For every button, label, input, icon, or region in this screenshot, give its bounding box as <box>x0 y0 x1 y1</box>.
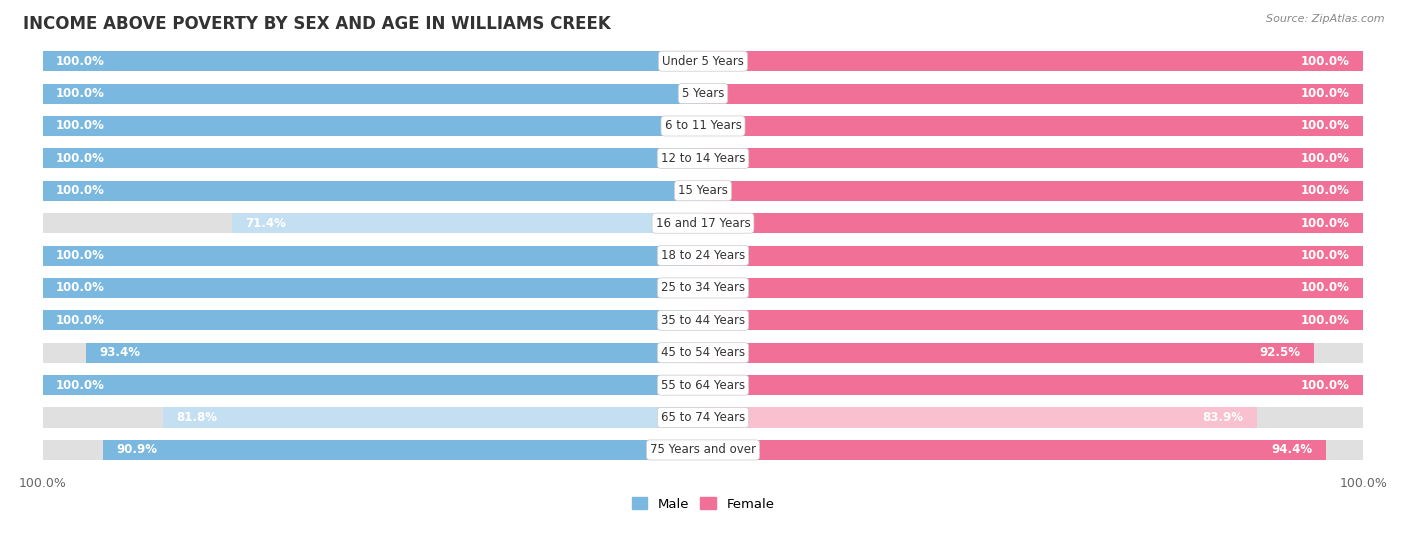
Bar <box>86 343 703 363</box>
Text: 100.0%: 100.0% <box>1301 281 1350 295</box>
Bar <box>703 245 1364 266</box>
Text: 71.4%: 71.4% <box>245 217 285 230</box>
Text: 45 to 54 Years: 45 to 54 Years <box>661 346 745 359</box>
Bar <box>703 213 1364 233</box>
Bar <box>42 181 703 201</box>
Text: 100.0%: 100.0% <box>1301 120 1350 132</box>
Text: 5 Years: 5 Years <box>682 87 724 100</box>
Text: 90.9%: 90.9% <box>117 443 157 457</box>
Bar <box>42 310 703 330</box>
Text: 100.0%: 100.0% <box>56 249 105 262</box>
Bar <box>703 278 1364 298</box>
Text: 100.0%: 100.0% <box>1301 184 1350 197</box>
Text: 100.0%: 100.0% <box>56 152 105 165</box>
Bar <box>703 181 1364 201</box>
Text: 18 to 24 Years: 18 to 24 Years <box>661 249 745 262</box>
Bar <box>703 148 1364 168</box>
Text: 93.4%: 93.4% <box>100 346 141 359</box>
Bar <box>703 83 1364 103</box>
Text: 75 Years and over: 75 Years and over <box>650 443 756 457</box>
Bar <box>703 181 1364 201</box>
Bar <box>42 116 703 136</box>
Bar <box>703 343 1313 363</box>
Bar <box>42 245 703 266</box>
Bar <box>703 408 1257 428</box>
Bar <box>42 51 703 71</box>
Text: 100.0%: 100.0% <box>1301 152 1350 165</box>
Text: 100.0%: 100.0% <box>56 87 105 100</box>
Bar <box>42 213 703 233</box>
Bar <box>42 278 703 298</box>
Bar <box>42 375 703 395</box>
Text: 100.0%: 100.0% <box>1301 378 1350 392</box>
Text: 6 to 11 Years: 6 to 11 Years <box>665 120 741 132</box>
Text: 100.0%: 100.0% <box>56 55 105 68</box>
Bar <box>703 245 1364 266</box>
Bar <box>703 310 1364 330</box>
Text: 100.0%: 100.0% <box>56 378 105 392</box>
Bar <box>42 440 703 460</box>
Text: 83.9%: 83.9% <box>1202 411 1244 424</box>
Bar <box>703 440 1326 460</box>
Bar <box>42 343 703 363</box>
Bar <box>703 213 1364 233</box>
Text: 65 to 74 Years: 65 to 74 Years <box>661 411 745 424</box>
Bar <box>42 408 703 428</box>
Text: 100.0%: 100.0% <box>56 184 105 197</box>
Text: 25 to 34 Years: 25 to 34 Years <box>661 281 745 295</box>
Bar <box>232 213 703 233</box>
Text: 16 and 17 Years: 16 and 17 Years <box>655 217 751 230</box>
Text: 100.0%: 100.0% <box>1301 314 1350 327</box>
Bar <box>703 116 1364 136</box>
Bar <box>703 310 1364 330</box>
Bar <box>703 343 1364 363</box>
Bar <box>42 375 703 395</box>
Bar <box>42 278 703 298</box>
Text: 15 Years: 15 Years <box>678 184 728 197</box>
Legend: Male, Female: Male, Female <box>626 492 780 516</box>
Bar <box>703 116 1364 136</box>
Bar <box>42 83 703 103</box>
Bar <box>703 51 1364 71</box>
Text: Source: ZipAtlas.com: Source: ZipAtlas.com <box>1267 14 1385 24</box>
Text: 12 to 14 Years: 12 to 14 Years <box>661 152 745 165</box>
Bar <box>42 83 703 103</box>
Text: 94.4%: 94.4% <box>1272 443 1313 457</box>
Bar <box>703 408 1364 428</box>
Bar <box>42 116 703 136</box>
Bar <box>703 148 1364 168</box>
Bar <box>103 440 703 460</box>
Text: 92.5%: 92.5% <box>1260 346 1301 359</box>
Text: 100.0%: 100.0% <box>56 281 105 295</box>
Text: INCOME ABOVE POVERTY BY SEX AND AGE IN WILLIAMS CREEK: INCOME ABOVE POVERTY BY SEX AND AGE IN W… <box>22 15 610 33</box>
Text: 100.0%: 100.0% <box>1301 217 1350 230</box>
Text: 55 to 64 Years: 55 to 64 Years <box>661 378 745 392</box>
Text: 100.0%: 100.0% <box>1301 55 1350 68</box>
Bar <box>42 181 703 201</box>
Bar <box>42 245 703 266</box>
Bar <box>42 148 703 168</box>
Bar <box>703 440 1364 460</box>
Text: 100.0%: 100.0% <box>56 120 105 132</box>
Bar <box>42 51 703 71</box>
Bar <box>703 278 1364 298</box>
Text: Under 5 Years: Under 5 Years <box>662 55 744 68</box>
Bar <box>42 148 703 168</box>
Text: 100.0%: 100.0% <box>56 314 105 327</box>
Bar <box>42 310 703 330</box>
Bar <box>703 375 1364 395</box>
Text: 81.8%: 81.8% <box>176 411 217 424</box>
Text: 100.0%: 100.0% <box>1301 249 1350 262</box>
Bar <box>703 375 1364 395</box>
Text: 35 to 44 Years: 35 to 44 Years <box>661 314 745 327</box>
Bar <box>703 51 1364 71</box>
Bar <box>703 83 1364 103</box>
Text: 100.0%: 100.0% <box>1301 87 1350 100</box>
Bar <box>163 408 703 428</box>
